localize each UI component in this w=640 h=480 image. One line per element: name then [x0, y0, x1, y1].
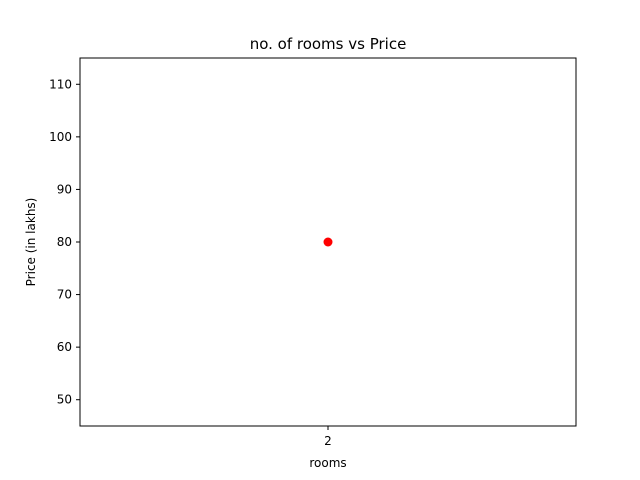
y-axis-label: Price (in lakhs) [24, 198, 38, 287]
y-tick-label: 110 [49, 77, 72, 91]
y-tick-label: 90 [57, 182, 72, 196]
x-tick-label: 2 [324, 434, 332, 448]
data-point [323, 237, 333, 247]
y-tick-label: 50 [57, 393, 72, 407]
y-tick-label: 60 [57, 340, 72, 354]
y-axis: 50 60 70 80 90 100 110 [49, 77, 80, 407]
y-tick-label: 70 [57, 288, 72, 302]
x-axis: 2 [324, 426, 332, 448]
plot-frame [79, 57, 577, 427]
chart-title: no. of rooms vs Price [250, 35, 407, 53]
x-axis-label: rooms [309, 456, 346, 470]
y-tick-label: 80 [57, 235, 72, 249]
y-tick-label: 100 [49, 130, 72, 144]
data-points [323, 237, 333, 247]
